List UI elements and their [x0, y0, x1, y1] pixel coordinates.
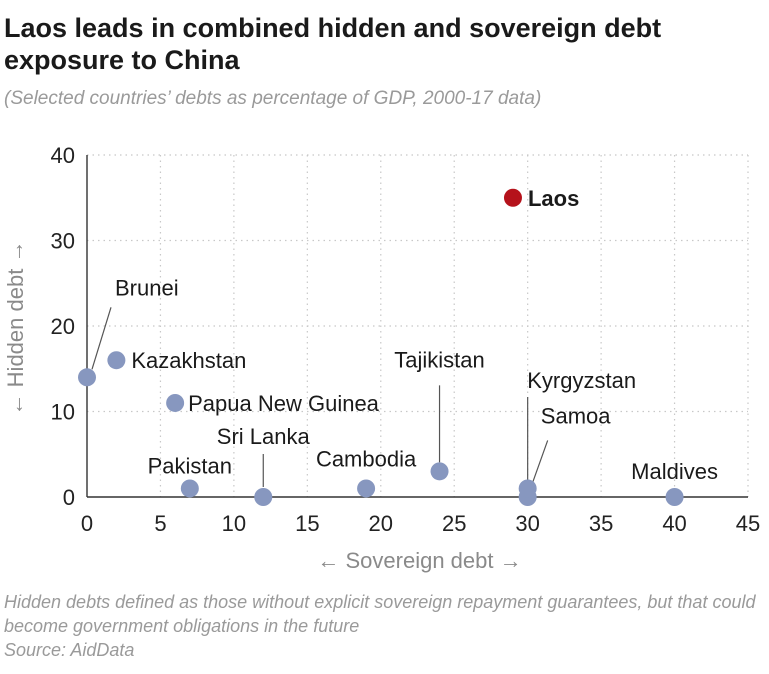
axes: 0 5 10 15 20 25 30 35 40 45 0 10 20 30 40 ← Sovereign d… — [3, 143, 760, 573]
point-label: Cambodia — [316, 446, 417, 471]
data-point — [665, 488, 684, 506]
data-point — [357, 479, 376, 498]
x-tick-label: 15 — [295, 511, 319, 536]
scatter-chart: 0 5 10 15 20 25 30 35 40 45 0 10 20 30 40 ← Sovereign d… — [3, 143, 760, 573]
point-label: Pakistan — [148, 453, 232, 478]
y-tick-label: 40 — [51, 143, 75, 168]
point-label: Brunei — [115, 275, 179, 300]
leader-line — [91, 307, 112, 370]
data-point — [254, 488, 273, 506]
x-tick-label: 40 — [662, 511, 686, 536]
data-point — [518, 479, 537, 498]
data-point — [180, 479, 199, 498]
down-arrow-icon: ← — [3, 387, 28, 415]
point-labels: Laos Brunei Kazakhstan Papua New Guinea Paki… — [115, 186, 718, 484]
x-tick-label: 45 — [736, 511, 760, 536]
x-tick-label: 35 — [589, 511, 613, 536]
x-axis-title: ← Sovereign debt → — [317, 548, 521, 573]
footnote-text: Hidden debts defined as those without ex… — [4, 592, 756, 636]
point-label: Tajikistan — [394, 347, 484, 372]
data-point — [166, 393, 185, 412]
x-tick-label: 30 — [515, 511, 539, 536]
up-arrow-icon: → — [3, 241, 28, 269]
point-label: Papua New Guinea — [188, 391, 380, 416]
data-point — [503, 188, 522, 207]
grid — [87, 154, 749, 497]
point-label: Maldives — [631, 459, 718, 484]
y-axis-title: ← Hidden debt → — [3, 241, 28, 416]
point-label: Sri Lanka — [217, 424, 311, 449]
point-label: Laos — [528, 186, 579, 211]
x-axis-title-text: Sovereign debt — [346, 548, 494, 573]
data-points — [78, 188, 684, 506]
x-tick-label: 0 — [81, 511, 93, 536]
footnote: Hidden debts defined as those without ex… — [4, 590, 764, 662]
y-tick-label: 0 — [63, 485, 75, 510]
leader-line — [532, 440, 549, 483]
x-tick-label: 5 — [154, 511, 166, 536]
data-point — [107, 351, 126, 370]
x-tick-label: 20 — [369, 511, 393, 536]
source-text: Source: AidData — [4, 640, 135, 660]
x-tick-label: 25 — [442, 511, 466, 536]
chart-title: Laos leads in combined hidden and sovere… — [4, 13, 662, 75]
chart-subtitle: (Selected countries’ debts as percentage… — [4, 88, 542, 109]
left-arrow-icon: ← — [317, 548, 345, 573]
y-axis-title-text: Hidden debt — [3, 269, 28, 388]
data-point — [78, 368, 96, 387]
x-tick-label: 10 — [222, 511, 246, 536]
y-tick-label: 30 — [51, 229, 75, 254]
right-arrow-icon: → — [494, 548, 522, 573]
point-label: Samoa — [541, 403, 611, 428]
y-tick-label: 10 — [51, 400, 75, 425]
leader-lines — [91, 307, 549, 488]
point-label: Kazakhstan — [131, 348, 246, 373]
y-tick-label: 20 — [51, 314, 75, 339]
data-point — [430, 462, 449, 481]
point-label: Kyrgyzstan — [527, 368, 636, 393]
